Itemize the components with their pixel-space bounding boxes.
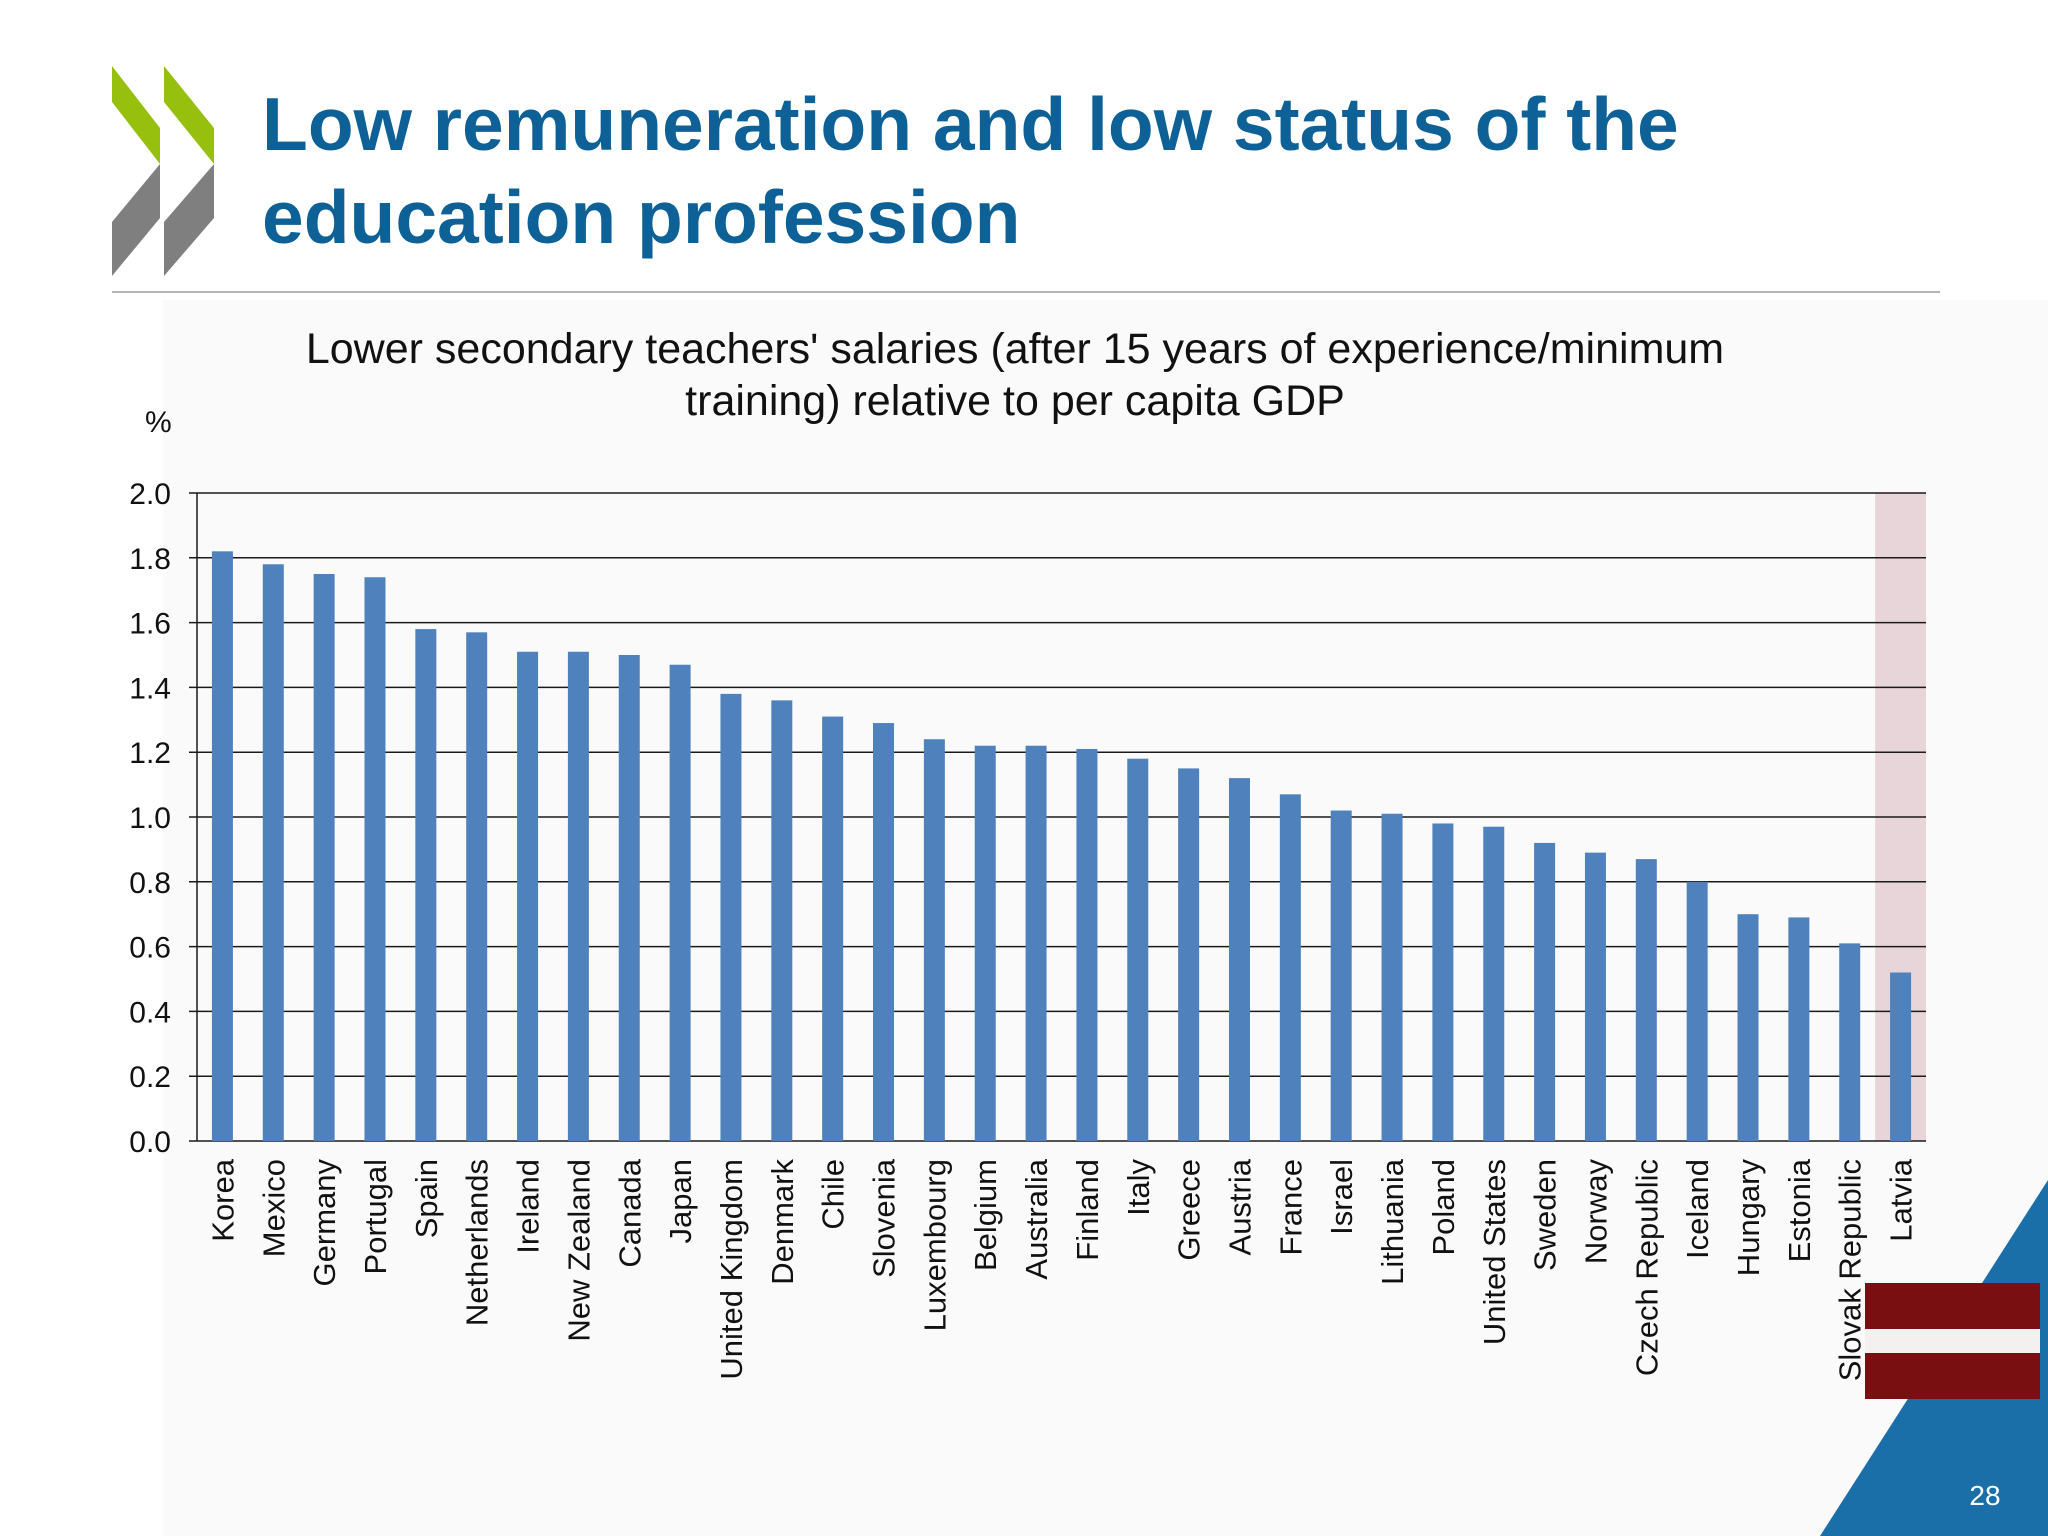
bar bbox=[1178, 768, 1200, 1141]
x-tick-label: Austria bbox=[1222, 1158, 1257, 1255]
page-number: 28 bbox=[1969, 1480, 2001, 1511]
bar bbox=[1330, 810, 1352, 1141]
bar bbox=[1279, 794, 1301, 1141]
latvia-flag bbox=[1865, 1283, 2040, 1399]
bar bbox=[211, 551, 233, 1141]
bar bbox=[466, 632, 488, 1141]
bar bbox=[1228, 778, 1250, 1141]
x-tick-label: Ireland bbox=[511, 1159, 546, 1254]
bar bbox=[618, 655, 640, 1141]
x-tick-label: France bbox=[1273, 1159, 1308, 1255]
x-tick-label: Slovak Republic bbox=[1833, 1159, 1868, 1381]
logo-chevron-green-right bbox=[164, 66, 214, 164]
bar bbox=[1534, 842, 1556, 1141]
x-tick-label: Poland bbox=[1426, 1159, 1461, 1256]
x-tick-label: Japan bbox=[663, 1159, 698, 1243]
bar bbox=[720, 693, 742, 1141]
y-tick-label: 0.0 bbox=[129, 1126, 171, 1159]
x-tick-label: United States bbox=[1477, 1159, 1512, 1345]
bar bbox=[1483, 826, 1505, 1141]
oecd-chevron-logo bbox=[112, 66, 214, 276]
y-tick-label: 0.8 bbox=[129, 867, 171, 900]
x-tick-label: Italy bbox=[1121, 1159, 1156, 1216]
x-tick-label: Norway bbox=[1578, 1159, 1613, 1265]
bar bbox=[923, 739, 945, 1141]
y-tick-label: 1.4 bbox=[129, 672, 171, 705]
bar bbox=[1890, 972, 1912, 1141]
bar bbox=[262, 564, 284, 1141]
logo-chevron-gray-right bbox=[164, 164, 214, 276]
y-tick-label: 0.4 bbox=[129, 996, 171, 1029]
x-tick-label: Chile bbox=[816, 1159, 851, 1230]
flag-stripe-middle bbox=[1865, 1329, 2040, 1353]
slide-title-line: education profession bbox=[262, 175, 1021, 259]
bar bbox=[1076, 748, 1098, 1141]
x-tick-label: Estonia bbox=[1782, 1158, 1817, 1262]
x-tick-label: Sweden bbox=[1528, 1159, 1563, 1271]
x-tick-label: Finland bbox=[1070, 1159, 1105, 1261]
bar bbox=[1839, 943, 1861, 1141]
bar bbox=[1127, 758, 1149, 1141]
y-tick-label: 1.0 bbox=[129, 802, 171, 835]
x-tick-label: Belgium bbox=[968, 1159, 1003, 1271]
bar bbox=[669, 664, 691, 1141]
bar bbox=[974, 745, 996, 1141]
x-tick-label: Germany bbox=[307, 1159, 342, 1287]
flag-stripe-bottom bbox=[1865, 1353, 2040, 1399]
bar bbox=[822, 716, 844, 1141]
bar bbox=[517, 651, 539, 1141]
chart-title-line: Lower secondary teachers' salaries (afte… bbox=[305, 325, 1725, 373]
flag-stripe-top bbox=[1865, 1283, 2040, 1329]
bar bbox=[1432, 823, 1454, 1141]
bar bbox=[415, 629, 437, 1141]
x-tick-label: Portugal bbox=[358, 1159, 393, 1274]
bar bbox=[1788, 917, 1810, 1141]
y-tick-label: 1.6 bbox=[129, 608, 171, 641]
x-tick-label: Hungary bbox=[1731, 1159, 1766, 1277]
bar bbox=[364, 577, 386, 1141]
x-tick-label: Canada bbox=[612, 1158, 647, 1267]
x-tick-label: New Zealand bbox=[561, 1159, 596, 1342]
x-tick-label: Iceland bbox=[1680, 1159, 1715, 1259]
bar bbox=[313, 574, 335, 1141]
bar bbox=[1025, 745, 1047, 1141]
y-axis-unit-label: % bbox=[145, 406, 172, 439]
x-tick-label: Korea bbox=[205, 1158, 240, 1241]
bar bbox=[771, 700, 793, 1141]
x-tick-label: Mexico bbox=[256, 1159, 291, 1257]
chart-title: Lower secondary teachers' salaries (afte… bbox=[165, 323, 1865, 427]
x-tick-label: Denmark bbox=[765, 1159, 800, 1285]
bar bbox=[873, 723, 895, 1141]
bar bbox=[1381, 813, 1403, 1141]
x-tick-label: Netherlands bbox=[460, 1159, 495, 1326]
y-tick-label: 0.2 bbox=[129, 1061, 171, 1094]
logo-chevron-gray-left bbox=[112, 164, 160, 276]
chart-title-line: training) relative to per capita GDP bbox=[685, 377, 1345, 425]
x-tick-label: Israel bbox=[1324, 1159, 1359, 1235]
slide-title-line: Low remuneration and low status of the bbox=[262, 82, 1679, 166]
title-divider bbox=[112, 291, 1940, 293]
bar bbox=[1686, 881, 1708, 1141]
x-tick-label: Luxembourg bbox=[917, 1159, 952, 1331]
x-tick-label: Lithuania bbox=[1375, 1158, 1410, 1285]
bar bbox=[1584, 852, 1606, 1141]
y-tick-label: 1.8 bbox=[129, 543, 171, 576]
bar bbox=[1737, 914, 1759, 1141]
x-tick-label: Slovenia bbox=[867, 1158, 902, 1278]
bar bbox=[1635, 859, 1657, 1141]
y-tick-label: 0.6 bbox=[129, 932, 171, 965]
x-tick-label: United Kingdom bbox=[714, 1159, 749, 1380]
bar bbox=[567, 651, 589, 1141]
x-tick-label: Latvia bbox=[1884, 1158, 1919, 1241]
x-tick-label: Australia bbox=[1019, 1158, 1054, 1279]
y-tick-label: 2.0 bbox=[129, 478, 171, 511]
x-tick-label: Greece bbox=[1172, 1159, 1207, 1261]
x-tick-label: Czech Republic bbox=[1629, 1159, 1664, 1376]
slide-title: Low remuneration and low status of the e… bbox=[262, 78, 1962, 264]
y-tick-label: 1.2 bbox=[129, 737, 171, 770]
x-tick-label: Spain bbox=[409, 1159, 444, 1238]
logo-chevron-green-left bbox=[112, 66, 160, 164]
